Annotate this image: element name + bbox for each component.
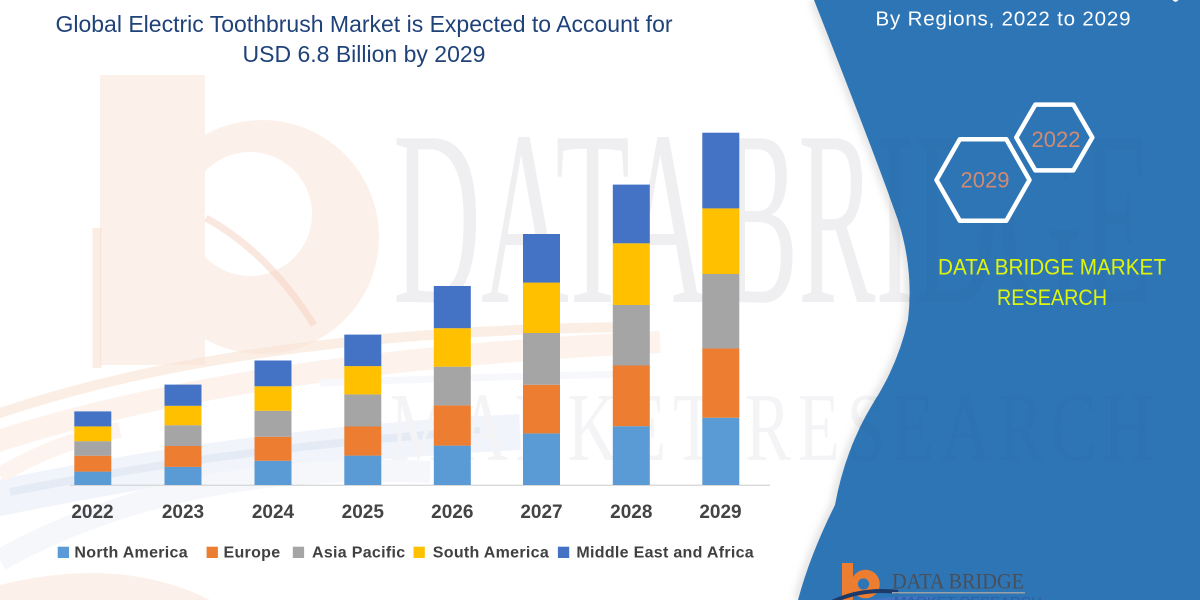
svg-text:2023: 2023 [162, 502, 204, 523]
svg-text:2026: 2026 [431, 502, 473, 523]
svg-text:Europe: Europe [224, 545, 281, 562]
svg-text:By Regions, 2022 to 2029: By Regions, 2022 to 2029 [876, 8, 1131, 31]
svg-text:Middle East and Africa: Middle East and Africa [576, 545, 754, 562]
svg-text:2027: 2027 [520, 502, 562, 523]
svg-text:DATA BRIDGE: DATA BRIDGE [892, 569, 1024, 594]
svg-text:Global Electric Toothbrush Mar: Global Electric Toothbrush Market is Exp… [55, 11, 672, 37]
svg-text:2025: 2025 [342, 502, 385, 523]
svg-text:2029: 2029 [699, 502, 741, 523]
svg-text:North America: North America [74, 545, 188, 562]
svg-text:2029: 2029 [961, 168, 1010, 193]
svg-text:South America: South America [433, 545, 549, 562]
svg-text:2024: 2024 [252, 502, 295, 523]
svg-text:USD 6.8 Billion by 2029: USD 6.8 Billion by 2029 [243, 41, 486, 67]
svg-text:MARKET RESEARCH: MARKET RESEARCH [894, 597, 1042, 600]
svg-text:2028: 2028 [610, 502, 652, 523]
svg-text:DATA BRIDGE MARKET: DATA BRIDGE MARKET [938, 255, 1166, 280]
svg-text:RESEARCH: RESEARCH [997, 285, 1107, 310]
svg-text:2022: 2022 [71, 502, 113, 523]
svg-text:Asia Pacific: Asia Pacific [312, 545, 405, 562]
svg-text:2022: 2022 [1032, 127, 1081, 152]
